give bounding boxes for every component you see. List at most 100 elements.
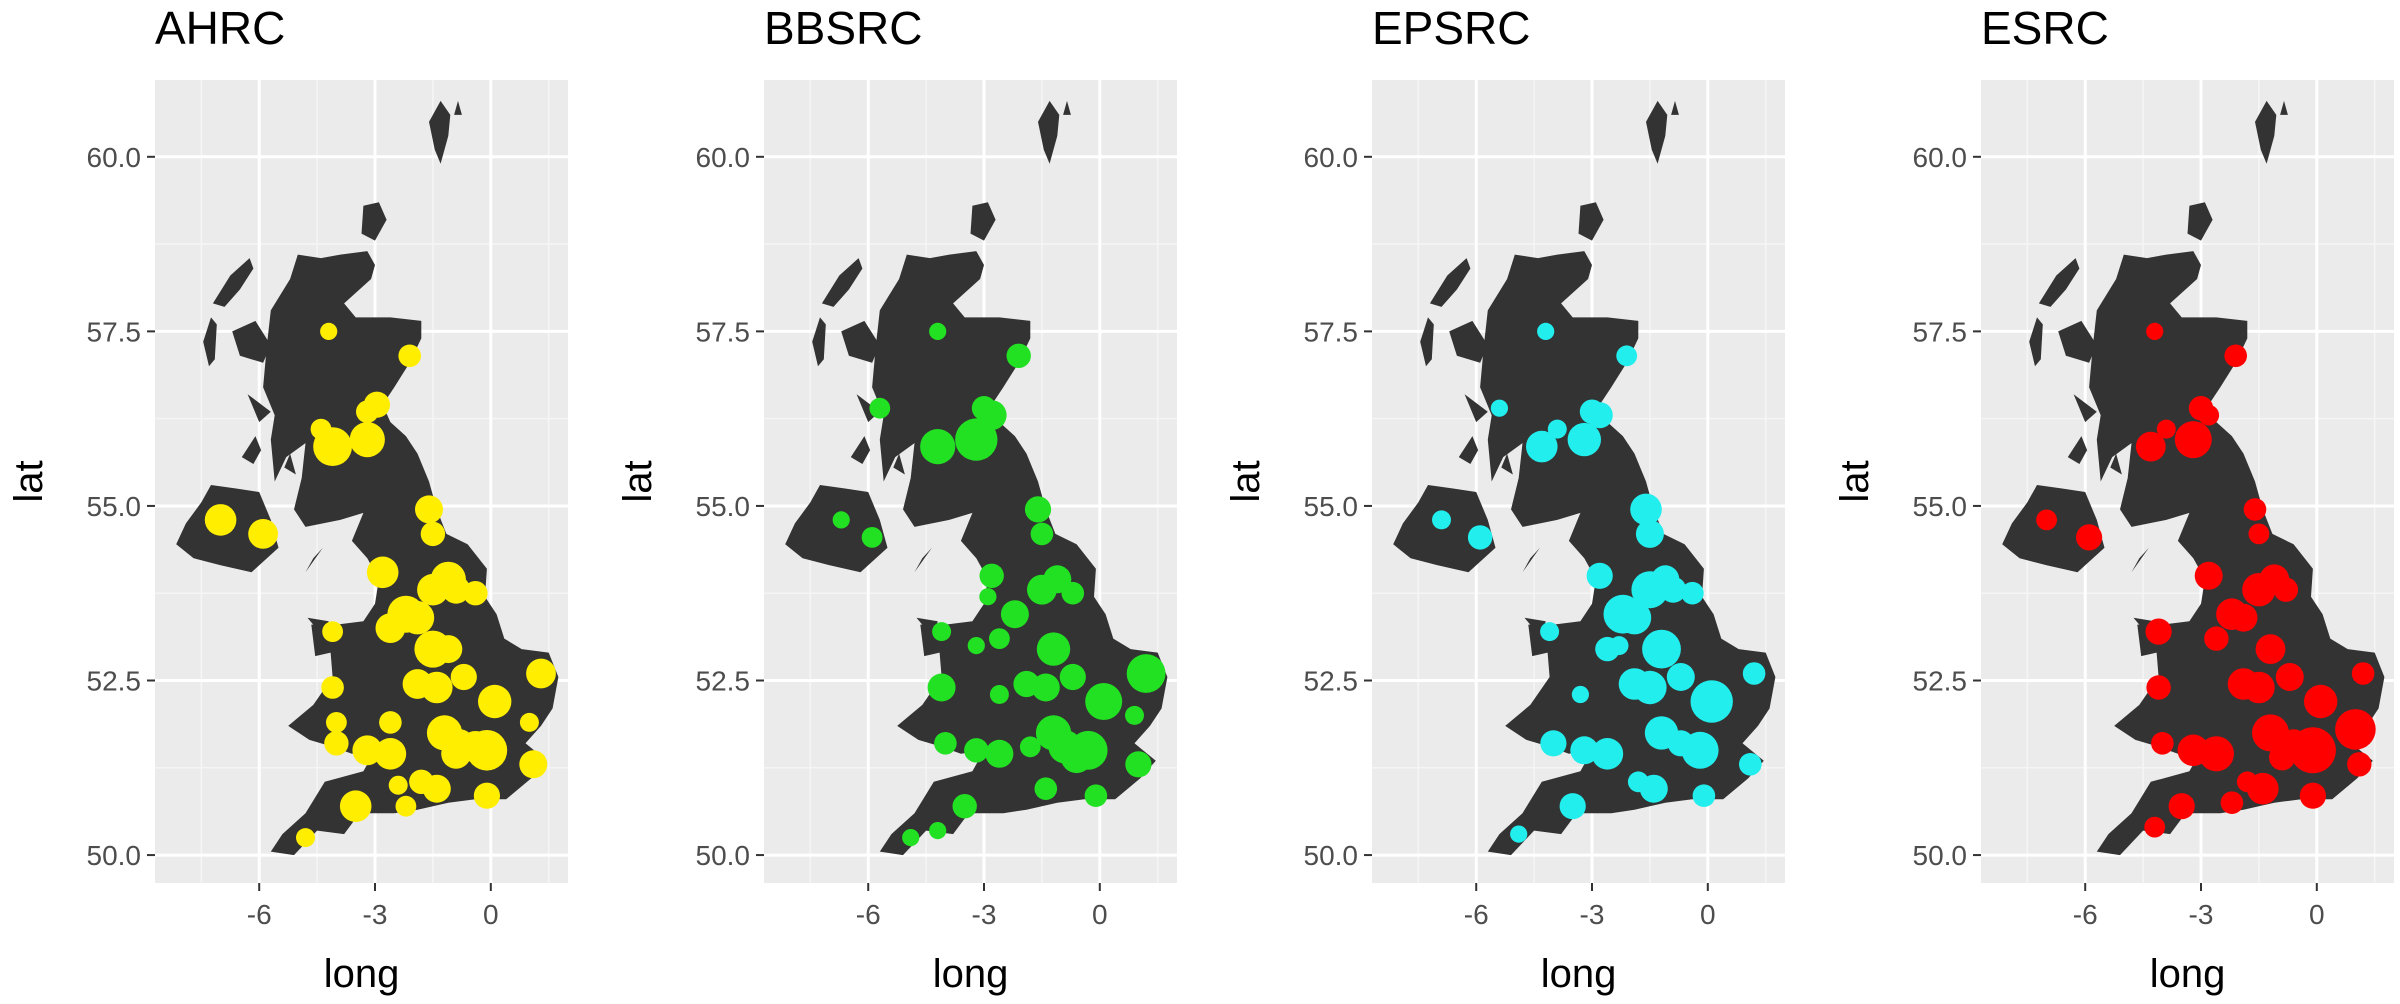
data-point bbox=[1690, 680, 1733, 723]
data-point bbox=[1059, 663, 1086, 691]
data-point bbox=[1660, 576, 1687, 603]
island-outline bbox=[1501, 453, 1513, 475]
x-tick-label: 0 bbox=[1700, 899, 1716, 930]
facet-panel-3: -6 -3 0 50.0 52.5 55.0 57.5 60.0 EPSRC long lat bbox=[1224, 2, 1785, 996]
data-point bbox=[2145, 618, 2172, 645]
data-point bbox=[2243, 671, 2275, 704]
data-point bbox=[1642, 629, 1681, 669]
data-point bbox=[349, 422, 385, 458]
data-point bbox=[902, 829, 920, 847]
data-point bbox=[2236, 771, 2258, 793]
data-point bbox=[1742, 662, 1766, 685]
data-point bbox=[434, 635, 463, 664]
x-tick-label: -3 bbox=[972, 899, 997, 930]
data-point bbox=[979, 563, 1004, 588]
data-point bbox=[2299, 782, 2326, 809]
data-point bbox=[204, 504, 237, 536]
data-point bbox=[1666, 663, 1695, 691]
panel-title: ESRC bbox=[1981, 2, 2109, 54]
island-outline bbox=[2067, 436, 2088, 464]
island-outline bbox=[2029, 317, 2043, 367]
data-point bbox=[2304, 684, 2338, 719]
island-outline bbox=[914, 547, 932, 573]
data-point bbox=[478, 684, 512, 719]
data-point bbox=[932, 622, 952, 642]
y-axis-label: lat bbox=[1224, 460, 1268, 502]
data-point bbox=[1537, 322, 1555, 340]
data-point bbox=[2036, 509, 2057, 531]
data-point bbox=[2174, 421, 2212, 459]
data-point bbox=[375, 613, 406, 643]
facet-panel-4: -6 -3 0 50.0 52.5 55.0 57.5 60.0 ESRC long lat bbox=[1833, 2, 2394, 996]
x-axis-label: long bbox=[2150, 952, 2226, 996]
data-point bbox=[2168, 793, 2195, 820]
data-point bbox=[952, 794, 977, 819]
data-point bbox=[2194, 561, 2223, 590]
x-tick-label: -6 bbox=[1464, 899, 1489, 930]
data-point bbox=[2242, 573, 2276, 607]
data-point bbox=[2273, 577, 2299, 602]
data-point bbox=[1559, 793, 1586, 820]
island-outline bbox=[841, 320, 880, 363]
island-outline bbox=[1522, 547, 1540, 573]
data-point bbox=[2076, 524, 2103, 551]
x-tick-label: -3 bbox=[363, 899, 388, 930]
data-point bbox=[934, 732, 957, 755]
x-tick-label: 0 bbox=[2309, 899, 2325, 930]
data-point bbox=[1586, 402, 1613, 429]
data-point bbox=[526, 658, 556, 689]
island-outline bbox=[2058, 320, 2097, 363]
data-point bbox=[989, 685, 1009, 704]
island-outline bbox=[2255, 100, 2277, 164]
island-outline bbox=[893, 453, 905, 475]
island-outline bbox=[1063, 100, 1071, 115]
x-tick-label: -3 bbox=[1580, 899, 1605, 930]
data-point bbox=[519, 712, 539, 732]
data-point bbox=[2243, 498, 2267, 521]
data-point bbox=[1635, 519, 1664, 548]
data-point bbox=[2335, 709, 2376, 750]
data-point bbox=[395, 795, 417, 817]
y-tick-label: 52.5 bbox=[1304, 666, 1359, 697]
data-point bbox=[1571, 685, 1589, 704]
data-point bbox=[1540, 730, 1567, 757]
data-point bbox=[920, 429, 956, 465]
island-outline bbox=[821, 258, 863, 307]
data-point bbox=[1681, 581, 1704, 605]
data-point bbox=[2151, 732, 2174, 755]
panel-title: AHRC bbox=[155, 2, 285, 54]
data-point bbox=[2204, 626, 2229, 651]
data-point bbox=[442, 575, 471, 604]
data-point bbox=[1586, 562, 1613, 589]
data-point bbox=[519, 750, 548, 779]
data-point bbox=[415, 495, 443, 524]
data-point bbox=[421, 671, 453, 704]
data-point bbox=[2220, 791, 2244, 814]
island-outline bbox=[1458, 436, 1479, 464]
y-tick-label: 50.0 bbox=[1304, 840, 1359, 871]
x-tick-label: -6 bbox=[856, 899, 881, 930]
island-outline bbox=[970, 202, 996, 241]
panel-title: BBSRC bbox=[764, 2, 922, 54]
data-point bbox=[1692, 784, 1716, 807]
data-point bbox=[339, 790, 372, 822]
data-point bbox=[326, 712, 347, 733]
x-axis-label: long bbox=[933, 952, 1009, 996]
data-point bbox=[1125, 705, 1144, 725]
y-tick-label: 60.0 bbox=[87, 142, 142, 173]
data-point bbox=[1084, 784, 1108, 807]
y-tick-label: 57.5 bbox=[1304, 316, 1359, 347]
island-outline bbox=[1464, 394, 1488, 423]
y-tick-label: 52.5 bbox=[1913, 666, 1968, 697]
data-point bbox=[313, 427, 352, 466]
y-tick-label: 57.5 bbox=[1913, 316, 1968, 347]
data-point bbox=[1609, 636, 1629, 656]
y-tick-label: 50.0 bbox=[696, 840, 751, 871]
data-point bbox=[450, 663, 477, 691]
data-point bbox=[929, 822, 947, 840]
data-point bbox=[398, 344, 422, 368]
island-outline bbox=[1429, 258, 1471, 307]
data-point bbox=[1030, 522, 1054, 546]
x-tick-label: 0 bbox=[1092, 899, 1108, 930]
data-point bbox=[1036, 632, 1071, 666]
